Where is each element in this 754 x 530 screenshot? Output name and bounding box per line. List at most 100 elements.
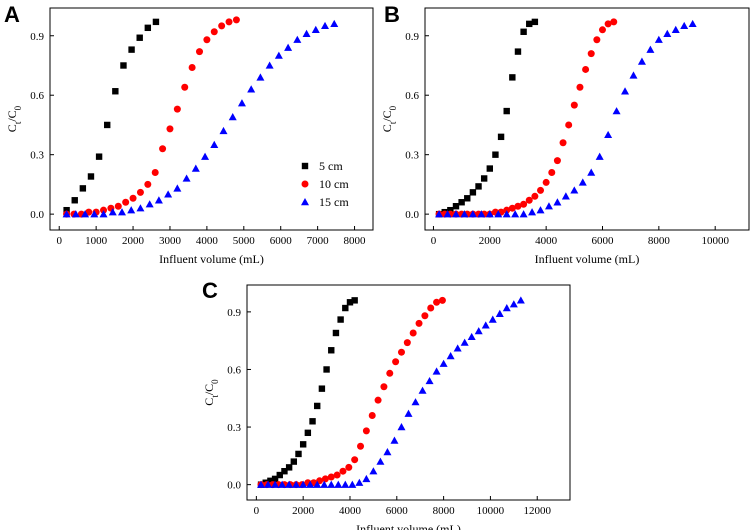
data-point [582, 65, 590, 73]
data-point [467, 332, 476, 341]
data-point [526, 20, 533, 28]
data-point [267, 477, 274, 485]
series-10-cm [435, 18, 618, 218]
x-tick-label: 0 [254, 505, 260, 517]
data-point [612, 107, 621, 115]
data-point [203, 36, 211, 44]
data-point [159, 145, 167, 153]
legend-label: 5 cm [319, 159, 343, 173]
series-10-cm [63, 16, 240, 218]
legend: 5 cm 10 cm 15 cm [301, 159, 349, 209]
data-point [151, 169, 159, 177]
data-point [495, 309, 504, 317]
x-tick-label: 5000 [233, 235, 256, 247]
data-point [486, 165, 493, 172]
legend-marker [301, 162, 309, 170]
series-5-cm [257, 297, 358, 488]
data-point [492, 151, 499, 158]
y-axis-label: Ct/C0 [202, 379, 220, 406]
y-tick-label: 0.3 [405, 150, 419, 162]
data-point [474, 327, 483, 335]
x-axis-label: Influent volume (mL) [535, 252, 640, 266]
data-point [87, 173, 95, 180]
data-point [525, 196, 533, 204]
data-point [427, 304, 435, 312]
data-point [587, 50, 595, 58]
data-point [411, 398, 420, 406]
panel-a: A 0 1000 2000 3000 4000 5000 6000 7000 8000 0.0 0.… [4, 2, 374, 266]
data-point [345, 463, 353, 471]
data-point [237, 99, 246, 107]
data-point [346, 299, 354, 306]
data-point [210, 140, 219, 148]
data-point [299, 480, 308, 488]
data-point [351, 297, 358, 304]
data-point [290, 458, 298, 465]
data-point [514, 202, 522, 210]
data-point [374, 396, 382, 404]
data-point [497, 133, 505, 141]
x-tick-label: 3000 [159, 235, 182, 247]
y-tick-label: 0.0 [405, 209, 419, 221]
data-point [485, 210, 494, 218]
data-point [536, 206, 545, 214]
data-point [313, 480, 322, 488]
data-point [321, 475, 329, 483]
data-point [104, 121, 111, 129]
data-point [680, 21, 689, 30]
data-point [460, 210, 469, 218]
x-tick-label: 2000 [292, 505, 315, 517]
data-point [488, 315, 497, 323]
data-point [421, 312, 429, 320]
data-point [565, 121, 573, 129]
data-point [120, 62, 127, 69]
panel-letter-b: B [384, 2, 400, 27]
data-point [578, 178, 587, 186]
data-point [339, 467, 347, 475]
x-tick-label: 6000 [270, 235, 293, 247]
x-tick-label: 2000 [122, 235, 145, 247]
data-point [182, 174, 191, 182]
data-point [443, 210, 452, 218]
data-point [553, 157, 561, 165]
y-tick-label: 0.3 [30, 150, 44, 162]
data-point [494, 210, 503, 218]
data-point [309, 418, 316, 425]
x-tick-label: 6000 [386, 505, 409, 517]
data-point [271, 475, 279, 483]
data-point [425, 376, 434, 385]
data-point [333, 471, 341, 479]
panel-b: B 0 2000 4000 6000 8000 10000 0.0 0.3 0.6 0.9 Infl… [380, 2, 750, 266]
data-point [188, 63, 196, 71]
data-point [320, 480, 329, 488]
data-point [295, 450, 302, 458]
data-point [663, 29, 672, 37]
data-point [144, 24, 152, 32]
x-tick-label: 0 [431, 235, 437, 247]
data-point [330, 19, 339, 28]
data-point [265, 61, 274, 69]
data-point [114, 202, 122, 210]
data-point [355, 478, 364, 486]
data-point [62, 210, 71, 218]
data-point [637, 57, 646, 65]
series-10-cm [257, 296, 446, 489]
data-point [122, 198, 130, 206]
y-tick-label: 0.0 [30, 209, 44, 221]
data-point [191, 164, 200, 172]
data-point [604, 130, 613, 139]
series-15-cm [62, 19, 339, 218]
data-point [464, 195, 471, 202]
data-point [274, 51, 283, 59]
series-5-cm [435, 18, 539, 218]
data-point [95, 153, 103, 160]
y-tick-label: 0.6 [30, 90, 44, 102]
data-point [520, 200, 528, 208]
data-point [435, 210, 444, 218]
x-axis-label: Influent volume (mL) [159, 252, 264, 266]
data-point [380, 383, 388, 391]
data-point [276, 471, 283, 479]
x-tick-label: 4000 [196, 235, 219, 247]
data-point [460, 338, 469, 346]
